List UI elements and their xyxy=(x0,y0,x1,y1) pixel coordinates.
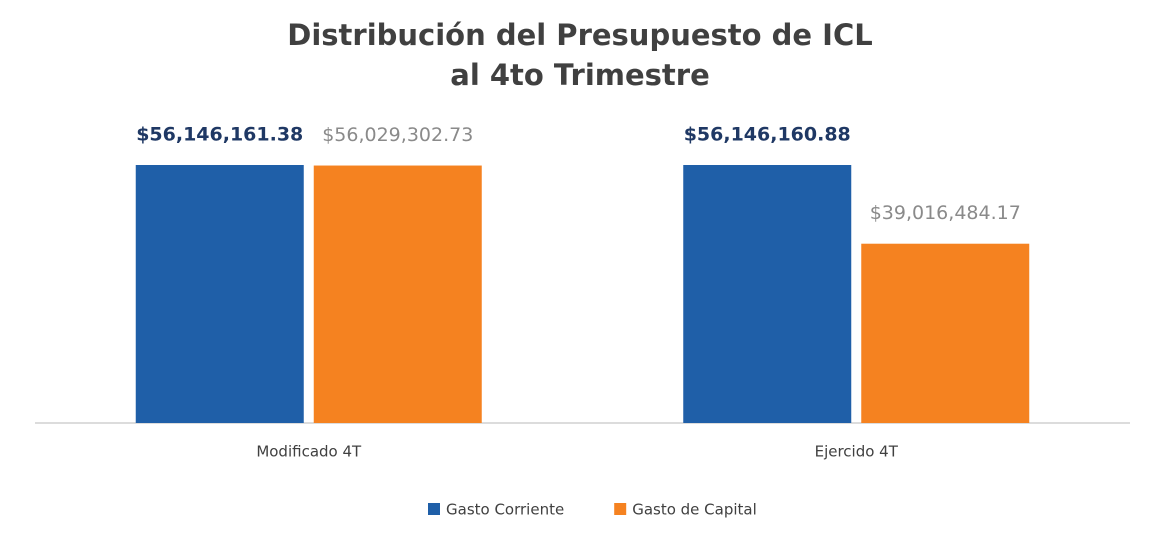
bar xyxy=(861,243,1030,423)
x-tick-label: Ejercido 4T xyxy=(815,443,899,461)
data-label: $56,146,161.38 xyxy=(136,124,303,146)
data-label: $56,029,302.73 xyxy=(322,124,473,146)
chart-title: Distribución del Presupuesto de ICL xyxy=(287,18,872,52)
legend-label: Gasto de Capital xyxy=(632,501,757,519)
x-tick-label: Modificado 4T xyxy=(256,443,362,461)
chart-title: al 4to Trimestre xyxy=(450,58,710,92)
bar xyxy=(683,165,852,423)
bar xyxy=(313,165,482,423)
data-label: $39,016,484.17 xyxy=(870,202,1021,224)
legend-label: Gasto Corriente xyxy=(446,501,564,519)
legend-swatch xyxy=(428,503,440,515)
bar xyxy=(135,165,304,423)
legend-swatch xyxy=(614,503,627,515)
data-label: $56,146,160.88 xyxy=(684,124,851,146)
